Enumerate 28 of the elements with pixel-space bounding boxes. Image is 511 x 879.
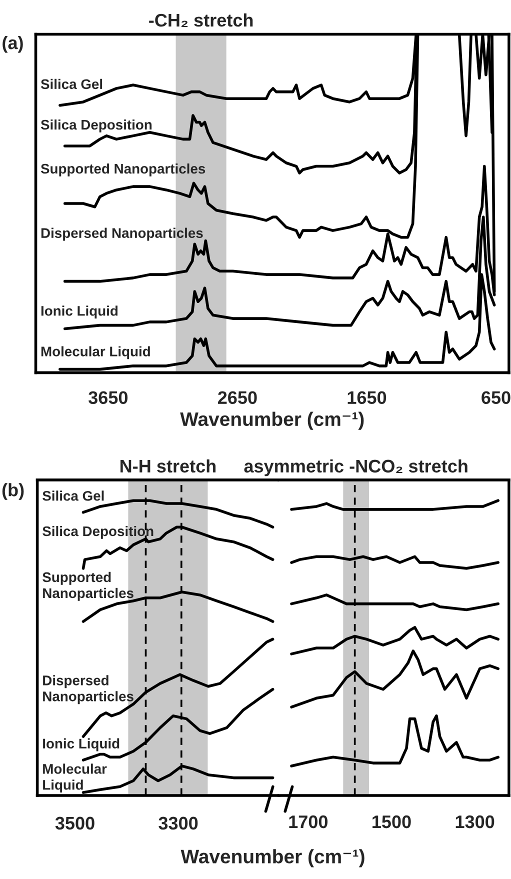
text: (b) [2,483,24,500]
series-label: Supported Nanoparticles [42,572,134,601]
x-tick-label: 1300 [456,815,494,828]
series-label: Silica Gel [42,490,104,501]
x-tick-label: 3500 [55,816,94,830]
series-label: Ionic Liquid [41,306,118,319]
x-tick-label: 3650 [88,391,128,404]
series-label: Silica Deposition [42,526,154,539]
series-label: Dispersed Nanoparticles [43,675,134,704]
series-label: Supported Nanoparticles [40,163,206,176]
text: (a) [2,36,23,53]
x-axis-title: Wavenumber (cm⁻¹) [180,849,364,868]
x-tick-label: 3300 [158,816,198,830]
x-axis-title: Wavenumber (cm⁻¹) [180,412,364,430]
x-tick-label: 1650 [348,391,386,404]
x-tick-label: 1500 [372,815,411,828]
band-label: -CH₂ stretch [149,13,253,28]
x-tick-label: 2650 [218,391,257,404]
series-label: Molecular Liquid [41,346,150,360]
band-label: asymmetric -NCO₂ stretch [244,459,468,476]
series-label: Ionic Liquid [43,738,120,752]
x-tick-label: 650 [482,391,510,404]
series-label: Silica Gel [40,78,102,90]
series-label: Dispersed Nanoparticles [41,228,203,241]
x-tick-label: 1700 [289,815,328,828]
band-label: N-H stretch [120,459,216,473]
series-label: Molecular Liquid [43,764,107,793]
series-label: Silica Deposition [40,119,152,132]
